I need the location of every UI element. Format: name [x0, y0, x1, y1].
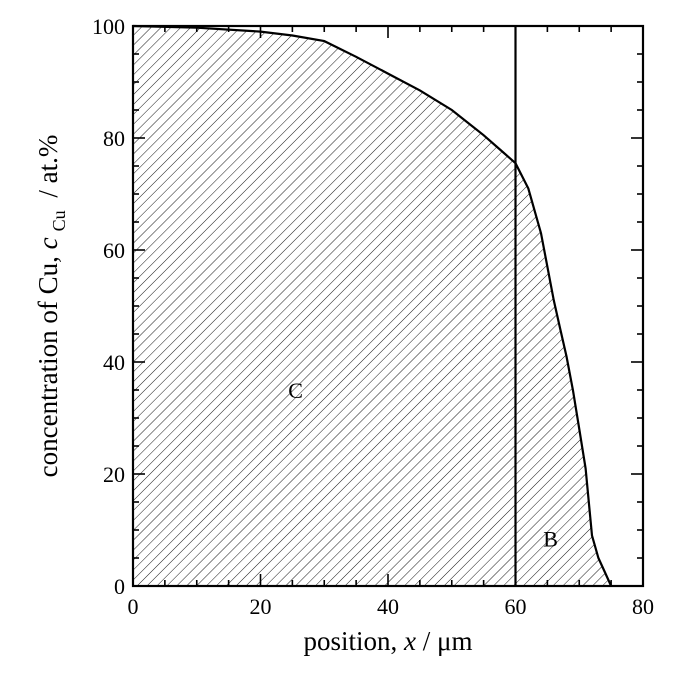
x-tick-label: 60: [505, 594, 527, 619]
y-tick-label: 20: [103, 462, 125, 487]
y-tick-label: 40: [103, 350, 125, 375]
x-tick-label: 20: [250, 594, 272, 619]
x-axis-label: position, x / μm: [304, 626, 473, 656]
y-tick-label: 80: [103, 126, 125, 151]
concentration-curve: [132, 24, 613, 587]
region-labels: CB: [288, 378, 558, 551]
y-axis-label: concentration of Cu, cCu / at.%: [33, 135, 69, 478]
region-label: C: [288, 378, 303, 403]
y-tick-label: 100: [92, 14, 125, 39]
axis-ticks: [132, 25, 644, 587]
x-tick-label: 0: [128, 594, 139, 619]
hatched-area: [133, 26, 612, 586]
x-tick-label: 40: [377, 594, 399, 619]
y-tick-label: 60: [103, 238, 125, 263]
y-tick-label: 0: [114, 574, 125, 599]
x-tick-label: 80: [632, 594, 654, 619]
region-label: B: [543, 526, 558, 551]
tick-labels: 0 20 40 60 80 0 20 40 60 80 100: [92, 14, 654, 619]
